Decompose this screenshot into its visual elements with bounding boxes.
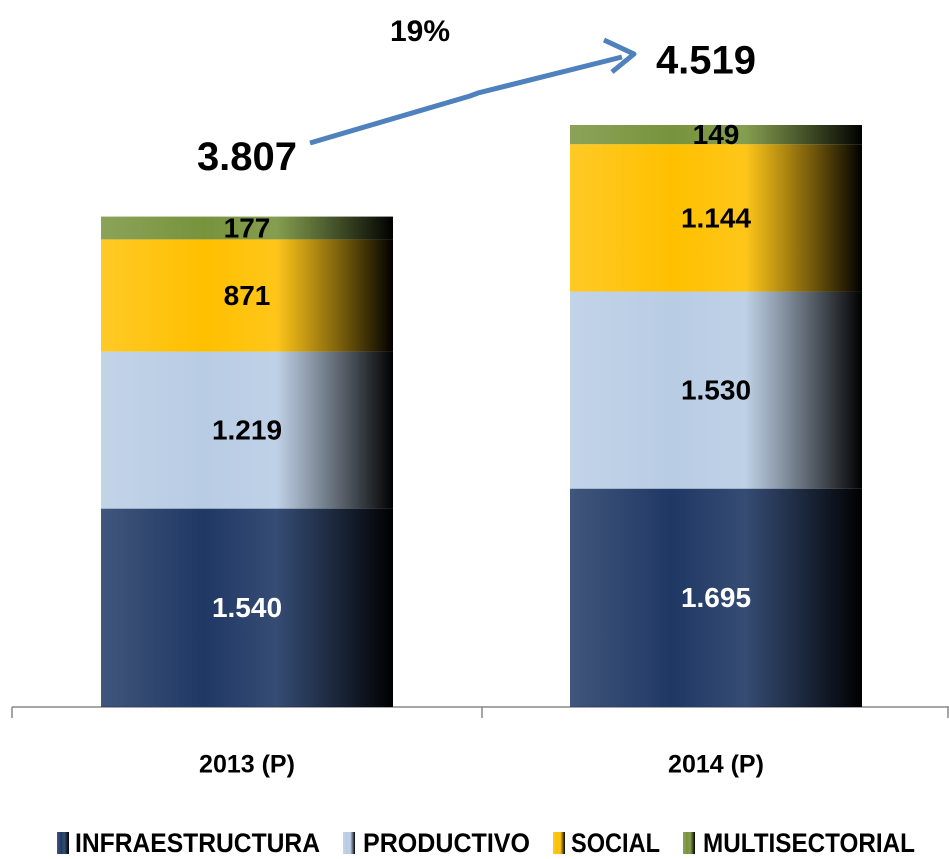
legend-label: PRODUCTIVO: [363, 828, 530, 858]
growth-annotation: 19%: [390, 15, 450, 48]
data-label: 149: [693, 119, 740, 150]
data-label: 1.144: [681, 202, 751, 233]
x-tick-label: 2014 (P): [668, 751, 764, 779]
legend-marker: [683, 832, 695, 854]
bar-segment: [570, 488, 862, 707]
bar-segment: [570, 125, 862, 145]
legend-marker: [57, 832, 69, 854]
data-label: 1.695: [681, 582, 751, 613]
growth-arrow: [309, 37, 637, 146]
data-label: 1.219: [212, 414, 282, 445]
data-label: 1.540: [212, 592, 282, 623]
bar-segment: [101, 508, 393, 707]
bar-segment: [570, 291, 862, 489]
legend-label: SOCIAL: [571, 828, 660, 858]
axis: [11, 706, 949, 718]
x-tick-label: 2013 (P): [199, 751, 295, 779]
total-label: 4.519: [656, 38, 756, 82]
data-label: 177: [224, 212, 271, 243]
arrow-head: [602, 37, 637, 74]
bar-segment: [101, 216, 393, 240]
legend-marker: [343, 832, 355, 854]
arrow-line: [309, 54, 623, 146]
bar-segment: [570, 144, 862, 292]
bar-segment: [101, 239, 393, 352]
bar-segment: [101, 351, 393, 509]
legend-label: MULTISECTORIAL: [703, 828, 915, 858]
data-label: 1.530: [681, 374, 751, 405]
total-label: 3.807: [197, 135, 297, 179]
legend-marker: [553, 832, 565, 854]
data-label: 871: [224, 280, 271, 311]
legend-label: INFRAESTRUCTURA: [75, 828, 320, 858]
